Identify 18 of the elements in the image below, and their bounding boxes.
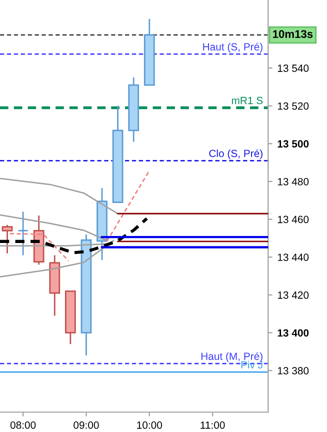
x-tick-label: 09:00 xyxy=(74,421,99,429)
ref-line-label: Haut (S, Pré) xyxy=(203,42,262,53)
y-tick-label: 13 400 xyxy=(278,329,309,337)
y-tick-label: 13 380 xyxy=(278,367,309,374)
y-tick-label: 13 480 xyxy=(278,178,309,186)
x-tick-label: 11:00 xyxy=(200,421,225,429)
y-tick-label: 13 460 xyxy=(278,216,309,224)
y-tick-label: 13 440 xyxy=(278,254,309,261)
y-tick-label: 13 500 xyxy=(278,140,309,148)
ref-line-label: mR1 S xyxy=(232,96,263,104)
y-tick-label: 13 520 xyxy=(278,102,309,110)
ref-line-label: Clo (S, Pré) xyxy=(209,149,262,160)
x-tick-label: 08:00 xyxy=(10,421,36,429)
y-tick-label: 13 540 xyxy=(278,64,309,72)
x-tick-label: 10:00 xyxy=(137,421,162,429)
y-tick-label: 13 420 xyxy=(278,291,309,299)
annotation: 10m13s xyxy=(273,30,313,38)
ref-line-label: Haut (M, Pré) xyxy=(201,352,262,362)
